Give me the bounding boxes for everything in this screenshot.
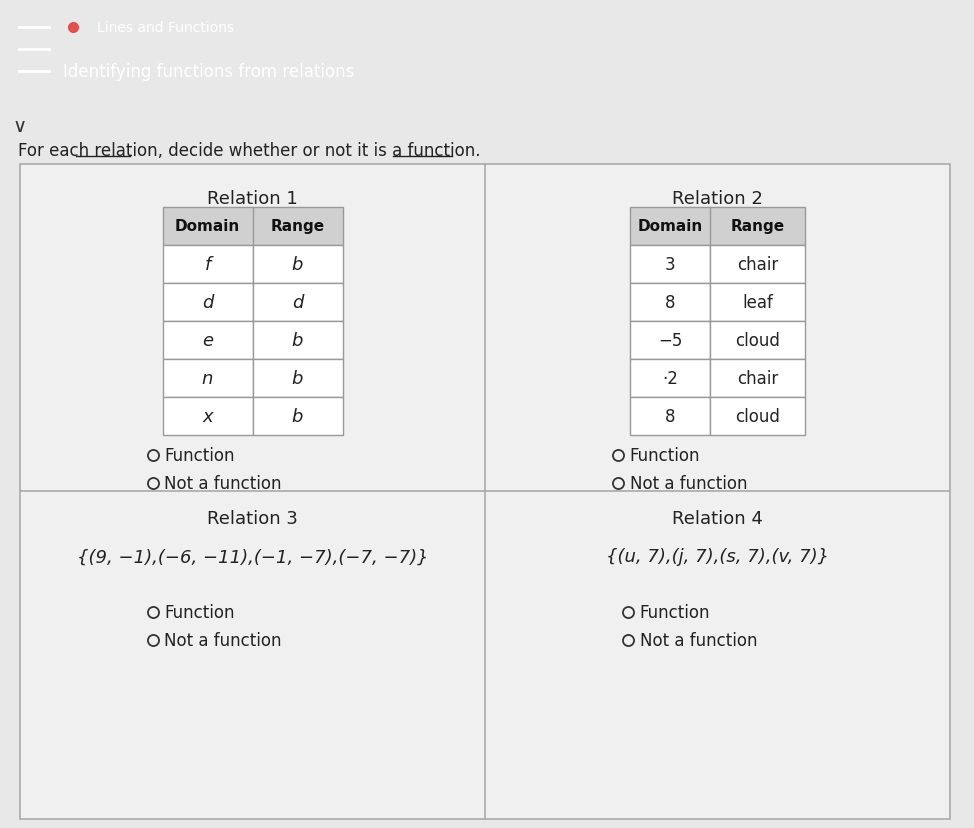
Text: ∨: ∨ xyxy=(12,118,26,137)
Text: chair: chair xyxy=(737,369,778,388)
Text: {(9, −1),(−6, −11),(−1, −7),(−7, −7)}: {(9, −1),(−6, −11),(−1, −7),(−7, −7)} xyxy=(77,547,429,566)
Text: b: b xyxy=(292,255,303,273)
Text: b: b xyxy=(292,407,303,426)
Text: Relation 4: Relation 4 xyxy=(672,510,763,527)
Text: Relation 3: Relation 3 xyxy=(207,510,298,527)
Text: Relation 1: Relation 1 xyxy=(207,190,298,207)
Text: Domain: Domain xyxy=(175,219,241,233)
Bar xyxy=(163,321,252,359)
Text: cloud: cloud xyxy=(735,407,780,426)
Bar xyxy=(252,321,343,359)
Text: Range: Range xyxy=(271,219,324,233)
Bar xyxy=(710,397,805,436)
Bar xyxy=(630,321,710,359)
Text: Function: Function xyxy=(165,446,235,465)
Text: 3: 3 xyxy=(664,255,675,273)
Text: Lines and Functions: Lines and Functions xyxy=(97,21,235,35)
Text: 8: 8 xyxy=(664,293,675,311)
Bar xyxy=(163,207,343,245)
Bar xyxy=(710,359,805,397)
Bar xyxy=(710,321,805,359)
Text: n: n xyxy=(202,369,213,388)
Text: Not a function: Not a function xyxy=(165,474,282,492)
Text: Not a function: Not a function xyxy=(629,474,747,492)
Bar xyxy=(252,283,343,321)
Text: 8: 8 xyxy=(664,407,675,426)
Text: Identifying functions from relations: Identifying functions from relations xyxy=(63,63,355,80)
Text: cloud: cloud xyxy=(735,331,780,349)
Bar xyxy=(252,245,343,283)
Bar xyxy=(630,283,710,321)
Text: leaf: leaf xyxy=(742,293,773,311)
Bar xyxy=(710,245,805,283)
Bar xyxy=(630,397,710,436)
Text: x: x xyxy=(203,407,212,426)
Text: Not a function: Not a function xyxy=(640,632,757,650)
Bar xyxy=(710,283,805,321)
Text: Function: Function xyxy=(629,446,700,465)
Text: f: f xyxy=(205,255,210,273)
Bar xyxy=(630,245,710,283)
Bar xyxy=(20,164,950,819)
Text: For each relation, decide whether or not it is a function.: For each relation, decide whether or not… xyxy=(18,142,480,159)
Text: ·2: ·2 xyxy=(662,369,678,388)
Text: e: e xyxy=(202,331,213,349)
Bar xyxy=(163,283,252,321)
Text: d: d xyxy=(292,293,303,311)
Bar xyxy=(630,359,710,397)
Text: b: b xyxy=(292,331,303,349)
Text: Relation 2: Relation 2 xyxy=(672,190,763,207)
Text: b: b xyxy=(292,369,303,388)
Bar xyxy=(252,359,343,397)
Text: −5: −5 xyxy=(657,331,682,349)
Text: Function: Function xyxy=(165,604,235,622)
Text: {(u, 7),(j, 7),(s, 7),(v, 7)}: {(u, 7),(j, 7),(s, 7),(v, 7)} xyxy=(606,547,829,566)
Text: Function: Function xyxy=(640,604,710,622)
Text: Not a function: Not a function xyxy=(165,632,282,650)
Text: chair: chair xyxy=(737,255,778,273)
Bar xyxy=(252,397,343,436)
Text: Domain: Domain xyxy=(637,219,702,233)
Bar xyxy=(163,245,252,283)
Bar xyxy=(163,397,252,436)
Bar xyxy=(163,359,252,397)
Text: d: d xyxy=(202,293,213,311)
Bar xyxy=(630,207,805,245)
Text: Range: Range xyxy=(730,219,785,233)
